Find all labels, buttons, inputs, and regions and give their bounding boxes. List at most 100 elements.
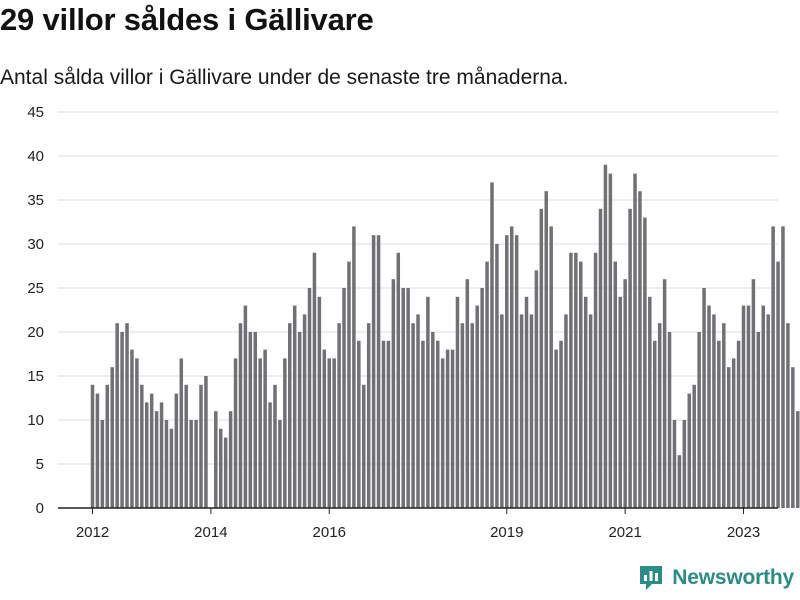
- bar: [712, 314, 716, 508]
- bar: [771, 226, 775, 508]
- bar: [445, 349, 450, 508]
- bar: [317, 296, 322, 508]
- bar: [357, 340, 361, 508]
- bar: [135, 358, 139, 508]
- bar: [223, 437, 228, 508]
- bar: [702, 288, 706, 508]
- x-tick-label: 2021: [608, 524, 641, 541]
- bar: [569, 252, 573, 508]
- bar: [776, 261, 780, 508]
- bar: [559, 340, 563, 508]
- bar: [465, 279, 470, 508]
- bar: [100, 420, 105, 508]
- bar: [194, 420, 198, 508]
- bar: [228, 411, 233, 508]
- bar: [485, 261, 489, 508]
- bar: [455, 296, 460, 508]
- bar: [283, 358, 287, 508]
- bar: [327, 358, 331, 508]
- bar: [677, 455, 682, 508]
- bar: [524, 296, 529, 508]
- bar: [633, 173, 637, 508]
- x-tick-label: 2023: [727, 524, 760, 541]
- bar: [366, 323, 371, 508]
- y-tick-label: 45: [27, 104, 44, 121]
- bar: [371, 235, 376, 508]
- bar: [258, 358, 262, 508]
- bar: [786, 323, 790, 508]
- bar: [588, 314, 593, 508]
- bar: [687, 393, 692, 508]
- bar: [608, 173, 613, 508]
- bar: [657, 323, 662, 508]
- bar: [618, 296, 622, 508]
- y-tick-label: 0: [36, 500, 44, 517]
- bar: [179, 358, 184, 508]
- bar: [125, 323, 129, 508]
- bar: [233, 358, 238, 508]
- bar: [726, 367, 731, 508]
- bar: [509, 226, 514, 508]
- bar: [426, 296, 430, 508]
- bar: [440, 358, 445, 508]
- bar: [396, 252, 401, 508]
- bar: [115, 323, 119, 508]
- y-tick-label: 10: [27, 412, 44, 429]
- x-tick-label: 2019: [490, 524, 523, 541]
- bar: [672, 420, 677, 508]
- bar: [159, 402, 164, 508]
- bar: [435, 340, 440, 508]
- bar: [514, 235, 519, 508]
- bar: [288, 323, 292, 508]
- bar: [692, 384, 696, 508]
- bar: [243, 305, 248, 508]
- chart-title: 29 villor såldes i Gällivare: [0, 2, 374, 37]
- bar: [796, 411, 800, 508]
- bar: [593, 252, 598, 508]
- bar: [342, 288, 346, 508]
- bar: [307, 288, 312, 508]
- bar: [529, 314, 534, 508]
- bar: [519, 314, 524, 508]
- bar: [450, 349, 455, 508]
- bar: [204, 376, 208, 508]
- bar: [253, 332, 258, 508]
- y-tick-label: 5: [36, 456, 44, 473]
- bar: [549, 226, 553, 508]
- bar: [322, 349, 327, 508]
- bar: [736, 340, 741, 508]
- bar: [564, 314, 568, 508]
- bar: [653, 340, 657, 508]
- bar: [460, 323, 465, 508]
- bar: [391, 279, 396, 508]
- bar: [598, 208, 603, 509]
- bar: [534, 270, 539, 508]
- bar: [140, 384, 144, 508]
- bar: [717, 340, 721, 508]
- bar: [638, 191, 642, 508]
- bar: [149, 393, 154, 508]
- bar: [145, 402, 149, 508]
- bar: [411, 323, 415, 508]
- bar: [337, 323, 341, 508]
- bars: [90, 164, 800, 509]
- bar: [218, 428, 223, 508]
- bar: [332, 358, 336, 508]
- bar: [278, 420, 282, 508]
- y-tick-label: 15: [27, 368, 44, 385]
- x-tick-label: 2016: [313, 524, 346, 541]
- bar: [199, 384, 203, 508]
- y-tick-label: 40: [27, 148, 44, 165]
- y-tick-label: 25: [27, 280, 44, 297]
- x-axis-ticks: 2012201420162019202120232025: [76, 508, 760, 541]
- bar: [505, 235, 509, 508]
- bar: [554, 349, 558, 508]
- bar: [791, 367, 795, 508]
- bar: [746, 305, 751, 508]
- bar: [376, 235, 381, 508]
- bar: [263, 349, 267, 508]
- bar: [169, 428, 174, 508]
- bar: [741, 305, 746, 508]
- bar: [421, 340, 425, 508]
